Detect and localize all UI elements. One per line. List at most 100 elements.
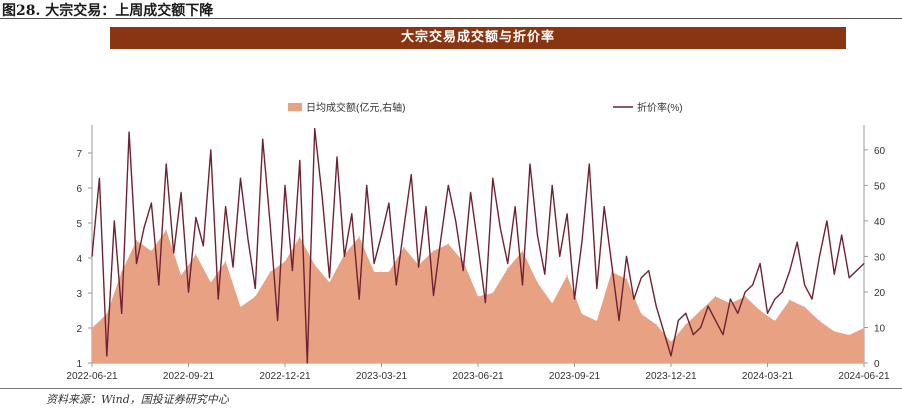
area-point [239,306,242,308]
line-point [306,362,308,364]
line-point [395,284,397,286]
line-point [343,255,345,257]
area-point [358,236,360,238]
line-point [781,291,783,293]
line-point [418,266,420,268]
area-point [477,295,479,298]
line-point [826,220,828,222]
line-point [774,298,776,300]
line-point [321,195,323,197]
line-point [433,295,434,296]
area-point [789,299,791,301]
line-point [136,263,137,264]
line-point [336,156,338,158]
area-point [774,320,776,322]
line-point [455,220,457,222]
line-point [692,334,694,336]
line-point [804,284,806,286]
area-point [521,250,524,252]
area-point [106,313,108,315]
right-tick-label: 60 [874,146,886,157]
line-point [410,174,412,176]
area-point [507,267,509,270]
line-point [158,284,160,286]
area-point [596,320,598,322]
line-point [618,319,620,321]
line-point [707,305,709,307]
line-point [581,241,583,243]
line-point [574,298,575,300]
area-point [848,334,850,336]
area-point [640,313,642,315]
line-point [143,227,145,229]
line-point [833,273,835,275]
line-point [529,163,531,165]
line-point [202,245,204,247]
line-point [737,312,739,314]
line-point [603,206,605,208]
line-point [425,206,427,208]
area-point [700,309,702,312]
line-point [225,206,227,208]
area-point [284,260,286,263]
area-point [625,278,628,280]
line-point [173,252,175,254]
line-point [767,312,768,314]
area-point [373,271,375,273]
right-tick-label: 10 [874,323,886,334]
area-point [670,341,672,343]
line-point [470,192,472,193]
line-point [113,220,115,222]
right-tick-label: 0 [874,359,880,370]
right-tick-label: 20 [874,288,886,299]
line-point [626,255,627,257]
line-point [499,227,501,229]
area-point [269,271,271,273]
line-point [403,227,405,229]
chart-area: 1 2 3 4 5 6 7 0 10 20 30 40 50 60 2022-06-21 2022-09-21… [66,101,890,382]
source-note: 资料来源：Wind，国投证券研究中心 [46,393,229,406]
area-point [536,281,539,284]
x-tick-label: 2023-03-21 [356,371,408,382]
line-point [655,305,657,307]
area-point [492,292,494,294]
line-point [247,238,249,240]
line-point [195,216,197,218]
line-point [700,327,702,328]
area-point [403,246,405,249]
x-tick-label: 2024-06-21 [838,371,890,382]
left-tick-label: 4 [76,254,82,265]
line-point [180,192,182,193]
x-tick-label: 2023-09-21 [549,371,601,382]
line-point [677,319,679,321]
line-point [744,291,746,293]
left-tick-label: 7 [76,149,82,160]
legend-line-label: 折价率(%) [637,101,683,114]
x-tick-label: 2023-12-21 [645,371,697,382]
legend-area-swatch [288,103,302,111]
line-point [811,298,813,300]
area-point [388,271,390,273]
left-tick-label: 2 [76,324,82,335]
line-series [91,127,865,364]
area-point [180,274,182,277]
figure-title: 图28. 大宗交易：上周成交额下降 [2,3,214,19]
line-point [358,298,360,300]
x-tick-label: 2022-06-21 [66,371,118,382]
line-point [121,312,123,314]
right-tick-label: 50 [874,181,886,192]
area-point [611,271,613,273]
line-point [217,298,219,300]
left-tick-label: 5 [76,219,82,230]
area-point [135,239,138,242]
line-point [277,319,279,321]
line-point [150,202,152,204]
chart-banner: 大宗交易成交额与折价率 [110,27,846,49]
line-point [351,213,353,215]
right-tick-label: 40 [874,217,886,228]
line-point [588,163,590,165]
line-point [373,263,375,264]
area-point [195,253,197,256]
line-point [536,234,538,236]
line-point [648,270,650,272]
